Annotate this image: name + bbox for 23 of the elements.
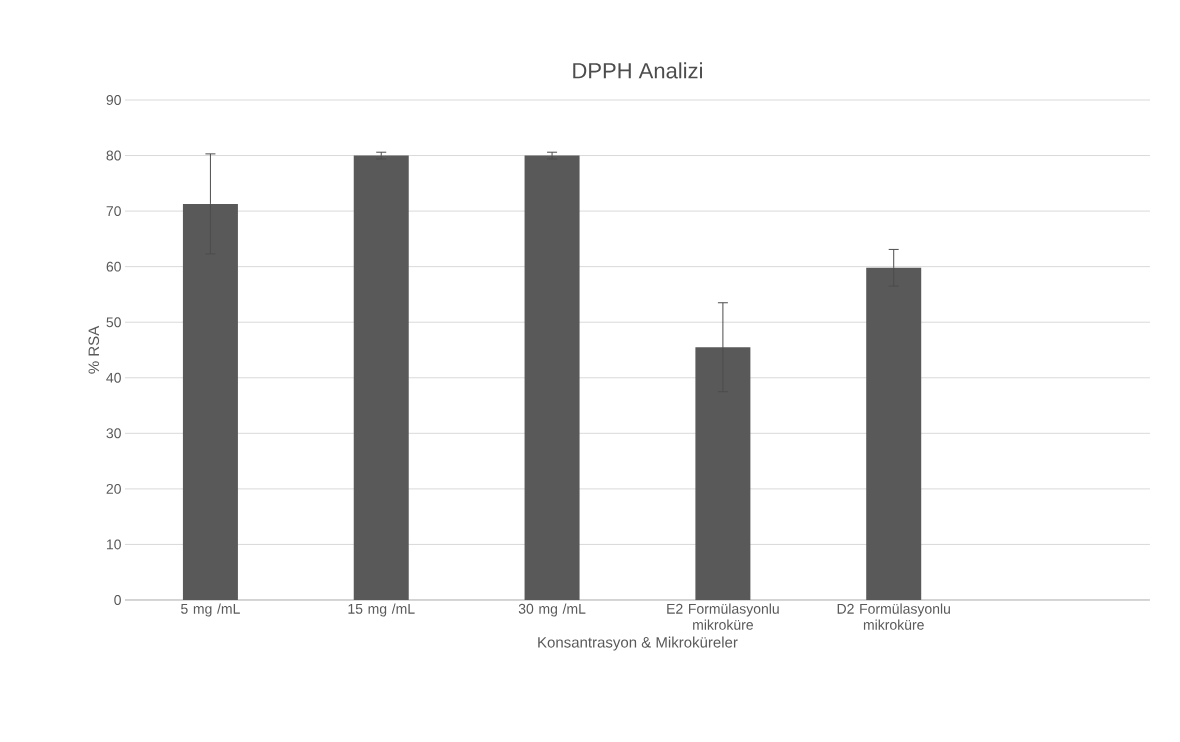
y-tick-label: 30	[106, 428, 121, 439]
x-axis-title: Konsantrasyon & Mikroküreler	[538, 636, 738, 651]
x-tick-label: D2 Formülasyonlu mikroküre	[837, 603, 950, 630]
y-tick-label: 40	[106, 372, 121, 383]
y-tick-label: 70	[106, 206, 121, 217]
y-tick-label: 90	[106, 95, 121, 105]
x-tick-label: 30 mg /mL	[518, 603, 586, 617]
y-tick-label: 80	[106, 150, 121, 161]
x-tick-label: 15 mg /mL	[348, 603, 415, 617]
bar	[866, 267, 922, 600]
bar	[695, 347, 751, 600]
bar	[524, 155, 580, 600]
x-tick-label: E2 Formülasyonlu mikroküre	[667, 603, 779, 630]
bar	[353, 155, 409, 600]
y-tick-label: 0	[114, 595, 121, 605]
x-tick-label: 5 mg /mL	[181, 603, 240, 617]
y-tick-label: 20	[106, 483, 121, 494]
bar	[182, 203, 238, 600]
y-tick-label: 60	[106, 261, 121, 272]
y-tick-label: 10	[106, 539, 121, 550]
y-axis-title: % RSA	[88, 325, 100, 374]
y-tick-label: 50	[106, 317, 121, 328]
chart-title: DPPH Analizi	[573, 62, 702, 79]
